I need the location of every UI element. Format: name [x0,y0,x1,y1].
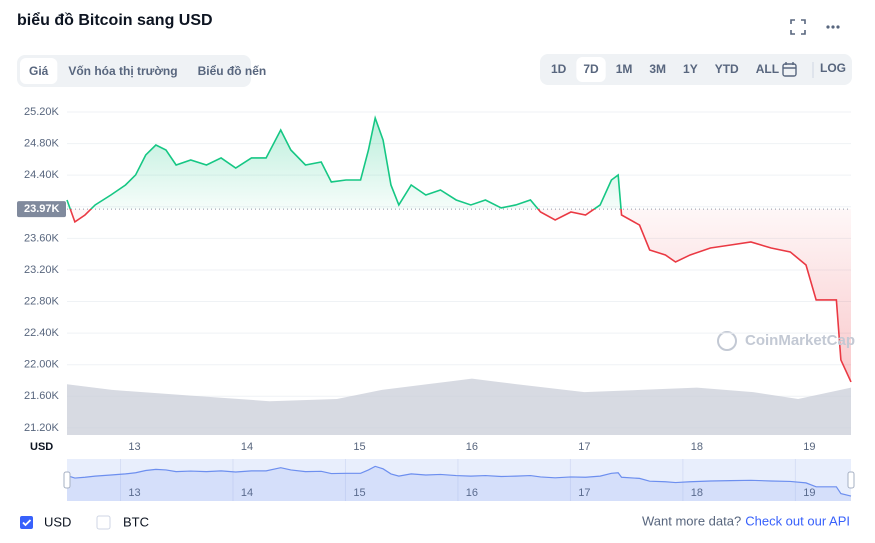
navigator-tick-label: 19 [803,487,815,499]
navigator-tick-label: 16 [466,487,478,499]
legend-check [22,519,32,527]
fullscreen-icon[interactable] [790,19,806,35]
x-tick-label: 13 [128,441,140,453]
price-area [67,118,851,382]
navigator-tick-label: 17 [578,487,590,499]
y-tick-label: 24.80K [24,137,60,149]
y-axis-unit: USD [30,441,53,453]
baseline-label-bg [17,201,66,218]
navigator-handle[interactable] [847,471,855,489]
volume-area [67,378,851,435]
y-tick-label: 23.20K [24,264,60,276]
price-line [66,115,852,383]
range-button[interactable]: 1D [551,62,567,76]
api-link[interactable]: Check out our API [745,513,850,528]
y-tick-label: 21.60K [24,390,60,402]
page-title: biểu đồ Bitcoin sang USD [17,11,213,29]
range-button[interactable]: ALL [756,62,779,76]
y-tick-label: 23.60K [24,232,60,244]
x-tick-label: 14 [241,441,253,453]
legend-checkbox[interactable] [96,515,111,530]
calendar-icon[interactable] [782,62,797,77]
baseline-label: 23.97K [24,203,60,215]
y-tick-label: 24.40K [24,169,60,181]
range-bg [576,57,606,82]
tab-panel [17,55,251,87]
x-tick-label: 18 [691,441,703,453]
tab[interactable]: Biểu đồ nến [198,64,267,78]
x-tick-label: 15 [353,441,365,453]
y-tick-label: 22.80K [24,295,60,307]
range-button[interactable]: 7D [583,62,599,76]
x-tick-label: 17 [578,441,590,453]
tab[interactable]: Giá [29,64,49,78]
more-icon[interactable] [826,25,840,29]
navigator-tick-label: 13 [128,487,140,499]
x-tick-label: 19 [803,441,815,453]
range-button[interactable]: 1Y [683,62,698,76]
navigator-tick-label: 15 [353,487,365,499]
api-prompt: Want more data? [642,513,741,528]
range-button[interactable]: YTD [715,62,739,76]
navigator-area [67,466,851,501]
navigator-tick-label: 18 [691,487,703,499]
range-button[interactable]: 1M [616,62,633,76]
y-tick-label: 21.20K [24,422,60,434]
tab[interactable]: Vốn hóa thị trường [68,64,177,78]
y-tick-label: 25.20K [24,106,60,118]
legend-label: BTC [123,514,149,529]
legend-label: USD [44,514,71,529]
cmc-logo [717,331,737,351]
navigator-handle[interactable] [63,471,71,489]
legend-checkbox[interactable] [20,516,33,529]
navigator-bg [67,459,851,501]
navigator-tick-label: 14 [241,487,253,499]
log-button[interactable]: LOG [820,61,846,75]
navigator-line [66,465,852,497]
range-panel [540,54,852,85]
y-tick-label: 22.40K [24,327,60,339]
watermark: CoinMarketCap [745,332,855,349]
y-tick-label: 22.00K [24,359,60,371]
range-button[interactable]: 3M [649,62,666,76]
tab-bg [20,58,58,84]
x-tick-label: 16 [466,441,478,453]
